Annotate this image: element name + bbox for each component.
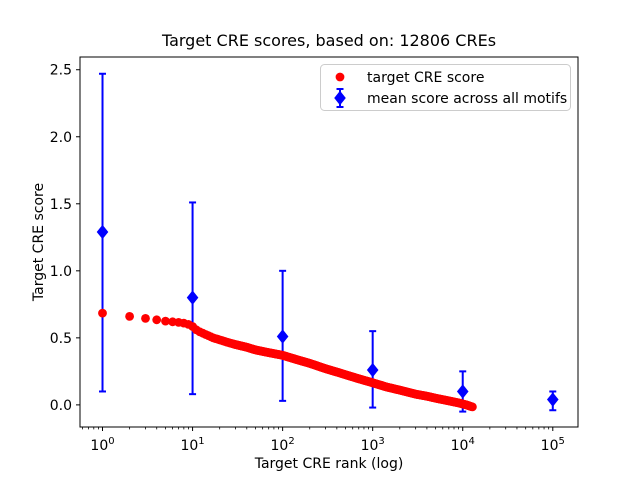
x-axis-label: Target CRE rank (log) — [254, 456, 404, 472]
mean-errorbar-lines — [99, 72, 557, 413]
y-tick-label: 2.5 — [50, 63, 72, 79]
x-tick-label: 101 — [180, 436, 204, 454]
y-axis-label: Target CRE score — [31, 183, 47, 302]
legend-red-dot-icon — [335, 72, 345, 82]
x-tick-label: 105 — [541, 436, 565, 454]
legend-markers — [334, 72, 346, 108]
legend-label-target-score: target CRE score — [367, 70, 484, 86]
y-tick-label: 0.0 — [50, 398, 72, 414]
x-tick-label: 102 — [271, 436, 295, 454]
legend-blue-diamond-icon — [334, 90, 346, 106]
legend: target CRE score mean score across all m… — [320, 64, 571, 111]
legend-frame — [320, 64, 571, 111]
y-tick-label: 1.0 — [50, 264, 72, 280]
y-tick-label: 0.5 — [50, 331, 72, 347]
x-tick-label: 104 — [451, 436, 475, 454]
mean-diamond-markers — [96, 224, 559, 407]
target-score-scatter-series — [98, 308, 477, 412]
x-tick-label: 103 — [361, 436, 385, 454]
y-tick-label: 1.5 — [50, 197, 72, 213]
x-tick-label: 100 — [90, 436, 114, 454]
chart-title: Target CRE scores, based on: 12806 CREs — [161, 31, 496, 50]
legend-label-mean-score: mean score across all motifs — [367, 91, 567, 107]
y-tick-label: 2.0 — [50, 130, 72, 146]
axes-frame-and-ticks: 0.0 0.5 1.0 1.5 2.0 2.5 100 101 102 103 104 105 — [50, 56, 579, 454]
